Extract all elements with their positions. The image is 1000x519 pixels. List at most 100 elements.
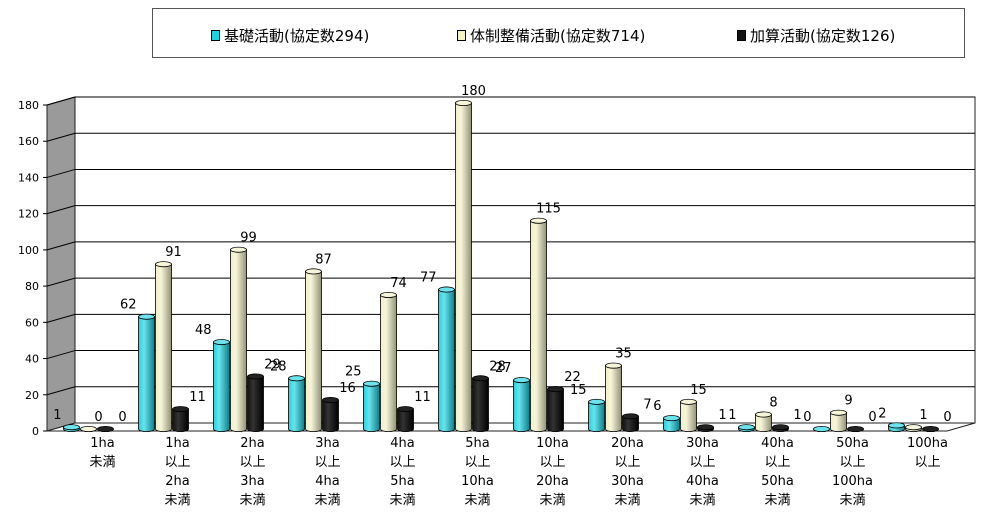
x-tick-label: 未満 bbox=[839, 493, 865, 508]
bar-top-3-0 bbox=[288, 375, 305, 382]
x-tick-label: 未満 bbox=[89, 455, 115, 470]
bar-top-8-0 bbox=[663, 415, 680, 422]
bar-6-0 bbox=[513, 379, 530, 432]
x-tick-label: 未満 bbox=[164, 493, 190, 508]
x-tick-label: 以上 bbox=[239, 455, 265, 470]
data-label: 115 bbox=[536, 202, 561, 217]
bar-1-0 bbox=[138, 316, 155, 432]
y-tick-label: 60 bbox=[25, 316, 39, 329]
data-label: 1 bbox=[53, 408, 61, 423]
bar-3-2 bbox=[322, 399, 339, 432]
bar-3-0 bbox=[288, 377, 305, 432]
bar-1-1 bbox=[155, 263, 172, 432]
x-tick-label: 5ha bbox=[390, 474, 414, 489]
bar-top-6-1 bbox=[530, 217, 547, 224]
x-tick-label: 50ha bbox=[761, 474, 794, 489]
legend-swatch-system bbox=[457, 30, 466, 41]
bar-6-1 bbox=[530, 220, 547, 432]
legend-item-addition: 加算活動(協定数126) bbox=[737, 25, 895, 46]
bar-top-2-2 bbox=[247, 373, 264, 380]
x-tick-label: 30ha bbox=[611, 474, 644, 489]
y-tick-label: 0 bbox=[32, 425, 39, 438]
y-tick-label: 20 bbox=[25, 389, 39, 402]
bar-top-0-0 bbox=[63, 424, 80, 431]
data-label: 15 bbox=[690, 383, 707, 398]
bar-3-1 bbox=[305, 271, 322, 432]
x-tick-label: 1ha bbox=[90, 436, 114, 451]
data-label: 99 bbox=[240, 231, 257, 246]
data-label: 7 bbox=[643, 397, 651, 412]
bar-2-1 bbox=[230, 249, 247, 432]
data-label: 87 bbox=[315, 252, 332, 267]
bar-top-4-0 bbox=[363, 380, 380, 387]
bar-8-1 bbox=[680, 401, 697, 432]
bar-top-0-2 bbox=[97, 425, 114, 432]
gridline-side bbox=[46, 277, 76, 287]
data-label: 1 bbox=[793, 408, 801, 423]
gridline-side bbox=[46, 168, 76, 178]
bar-6-2 bbox=[547, 388, 564, 432]
x-tick-label: 10ha bbox=[536, 436, 569, 451]
data-label: 28 bbox=[489, 359, 506, 374]
data-label: 180 bbox=[461, 84, 486, 99]
bar-top-9-0 bbox=[738, 424, 755, 431]
data-label: 16 bbox=[339, 381, 356, 396]
data-label: 11 bbox=[189, 390, 206, 405]
bar-top-7-0 bbox=[588, 398, 605, 405]
data-label: 0 bbox=[943, 410, 951, 425]
bar-top-11-2 bbox=[922, 425, 939, 432]
bar-top-8-1 bbox=[680, 398, 697, 405]
x-tick-label: 以上 bbox=[839, 455, 865, 470]
bar-top-8-2 bbox=[697, 424, 714, 431]
data-label: 27 bbox=[495, 361, 512, 376]
x-tick-label: 5ha bbox=[465, 436, 489, 451]
bar-2-0 bbox=[213, 341, 230, 432]
x-tick-label: 4ha bbox=[390, 436, 414, 451]
gridline-side bbox=[46, 313, 76, 323]
bar-top-1-0 bbox=[138, 313, 155, 320]
x-tick-label: 2ha bbox=[240, 436, 264, 451]
x-tick-label: 20ha bbox=[611, 436, 644, 451]
bar-top-4-1 bbox=[380, 291, 397, 298]
x-tick-label: 30ha bbox=[686, 436, 719, 451]
bar-top-9-2 bbox=[772, 424, 789, 431]
data-label: 28 bbox=[270, 359, 287, 374]
data-label: 0 bbox=[94, 410, 102, 425]
x-tick-label: 40ha bbox=[686, 474, 719, 489]
bar-top-4-2 bbox=[397, 406, 414, 413]
x-tick-label: 未満 bbox=[614, 493, 640, 508]
data-label: 62 bbox=[120, 298, 137, 313]
x-tick-label: 20ha bbox=[536, 474, 569, 489]
legend-item-system: 体制整備活動(協定数714) bbox=[457, 25, 645, 46]
data-label: 77 bbox=[420, 271, 437, 286]
bar-top-5-0 bbox=[438, 286, 455, 293]
x-tick-label: 以上 bbox=[389, 455, 415, 470]
bar-7-1 bbox=[605, 365, 622, 432]
x-tick-label: 以上 bbox=[614, 455, 640, 470]
bar-2-2 bbox=[247, 376, 264, 432]
data-label: 22 bbox=[564, 370, 581, 385]
bar-7-2 bbox=[622, 415, 639, 432]
x-tick-label: 以上 bbox=[914, 455, 940, 470]
y-tick-label: 100 bbox=[18, 244, 39, 257]
data-label: 1 bbox=[919, 408, 927, 423]
data-label: 1 bbox=[718, 408, 726, 423]
bar-4-1 bbox=[380, 294, 397, 432]
legend-label-addition: 加算活動(協定数126) bbox=[750, 27, 896, 45]
data-label: 25 bbox=[345, 365, 362, 380]
x-tick-label: 10ha bbox=[461, 474, 494, 489]
bar-top-11-1 bbox=[905, 424, 922, 431]
x-tick-label: 100ha bbox=[907, 436, 948, 451]
x-tick-label: 100ha bbox=[832, 474, 873, 489]
x-tick-label: 以上 bbox=[464, 455, 490, 470]
bar-top-10-1 bbox=[830, 409, 847, 416]
bar-7-0 bbox=[588, 401, 605, 432]
gridline-side bbox=[46, 132, 76, 142]
legend-label-basic: 基礎活動(協定数294) bbox=[224, 27, 370, 45]
bar-top-7-1 bbox=[605, 362, 622, 369]
bar-top-7-2 bbox=[622, 413, 639, 420]
y-tick-label: 120 bbox=[18, 208, 39, 221]
x-tick-label: 40ha bbox=[761, 436, 794, 451]
gridline-side bbox=[46, 350, 76, 360]
x-tick-label: 未満 bbox=[464, 493, 490, 508]
